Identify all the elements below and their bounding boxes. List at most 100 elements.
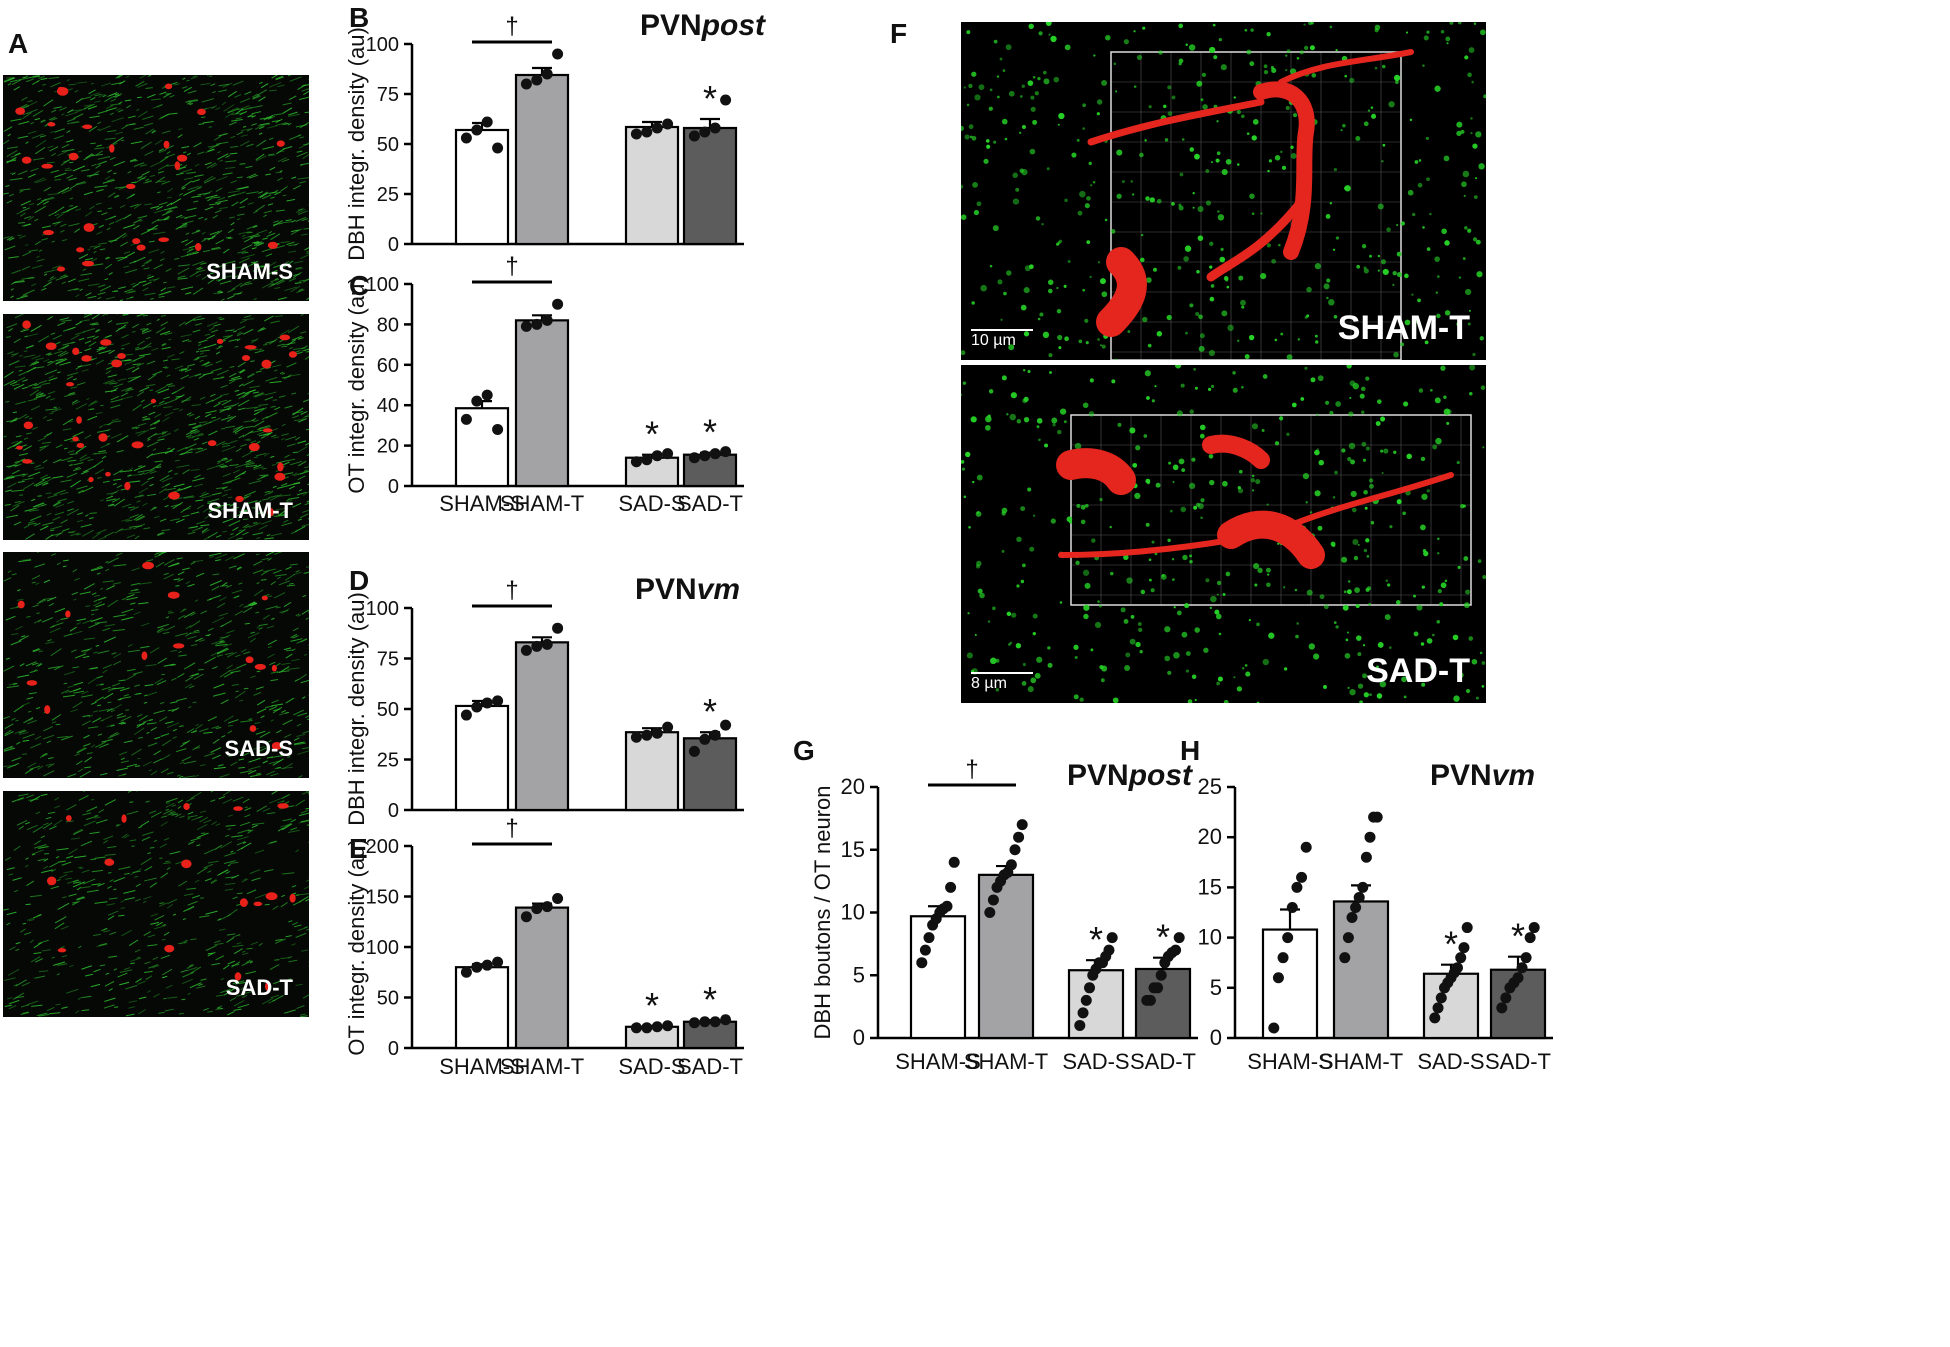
fiber bbox=[173, 83, 180, 86]
fiber bbox=[302, 278, 309, 283]
fiber bbox=[95, 150, 103, 156]
fiber bbox=[242, 380, 254, 387]
micrograph-image bbox=[3, 75, 309, 301]
fiber bbox=[213, 504, 219, 507]
bouton bbox=[1393, 74, 1401, 82]
bouton bbox=[1198, 314, 1203, 320]
fiber bbox=[240, 443, 247, 448]
fiber bbox=[276, 670, 290, 673]
y-tick-label: 25 bbox=[377, 184, 399, 206]
fiber bbox=[41, 869, 54, 874]
fiber bbox=[45, 492, 52, 495]
fiber bbox=[60, 209, 69, 214]
fiber bbox=[15, 979, 27, 987]
bouton bbox=[1361, 441, 1367, 447]
fiber bbox=[112, 136, 124, 145]
neuron bbox=[111, 359, 123, 368]
fiber bbox=[189, 620, 201, 629]
bouton bbox=[1147, 343, 1152, 348]
fiber bbox=[219, 206, 228, 210]
fiber bbox=[74, 753, 81, 756]
fiber bbox=[131, 375, 141, 381]
fiber bbox=[161, 180, 171, 185]
fiber bbox=[259, 424, 270, 430]
fiber bbox=[99, 743, 109, 749]
fiber bbox=[113, 888, 117, 891]
bouton bbox=[1376, 399, 1382, 404]
fiber bbox=[166, 374, 171, 378]
bouton bbox=[1045, 22, 1052, 26]
fiber bbox=[206, 162, 217, 169]
fiber bbox=[286, 443, 296, 447]
fiber bbox=[243, 315, 252, 318]
bouton bbox=[967, 612, 970, 615]
fiber bbox=[292, 415, 300, 419]
fiber bbox=[67, 326, 76, 331]
neuron bbox=[267, 241, 278, 249]
fiber bbox=[102, 94, 107, 98]
fiber bbox=[34, 118, 41, 121]
fiber bbox=[97, 882, 105, 887]
fiber bbox=[104, 96, 113, 103]
bouton bbox=[1356, 264, 1361, 269]
fiber bbox=[144, 417, 150, 420]
data-point bbox=[641, 126, 653, 138]
fiber bbox=[43, 99, 54, 107]
fiber bbox=[252, 268, 258, 272]
bouton bbox=[1136, 54, 1143, 60]
bouton bbox=[1379, 680, 1387, 688]
fiber bbox=[156, 205, 163, 211]
data-point bbox=[1013, 831, 1025, 843]
bouton bbox=[1369, 483, 1374, 489]
fiber bbox=[155, 176, 165, 184]
fiber bbox=[200, 82, 211, 86]
fiber bbox=[108, 897, 118, 900]
fiber bbox=[20, 458, 26, 461]
fiber bbox=[121, 334, 129, 339]
fiber bbox=[107, 421, 113, 426]
fiber bbox=[208, 326, 215, 331]
fiber bbox=[192, 560, 204, 563]
fiber bbox=[115, 217, 124, 223]
fiber bbox=[59, 317, 70, 321]
bouton bbox=[1009, 413, 1016, 421]
fiber bbox=[276, 576, 281, 580]
bouton bbox=[968, 525, 971, 529]
fiber bbox=[12, 992, 25, 1000]
fiber bbox=[186, 797, 195, 802]
fiber bbox=[289, 76, 302, 82]
fiber bbox=[28, 692, 37, 695]
bouton bbox=[1285, 69, 1288, 72]
category-label: SHAM-T bbox=[964, 1049, 1048, 1074]
fiber bbox=[38, 75, 45, 79]
bouton bbox=[1064, 198, 1068, 203]
bouton bbox=[1138, 627, 1143, 633]
bouton bbox=[1267, 573, 1270, 576]
bouton bbox=[1130, 615, 1135, 619]
fiber bbox=[77, 512, 84, 515]
fiber bbox=[233, 191, 246, 197]
chart-title-italic: post bbox=[1128, 759, 1194, 792]
fiber bbox=[218, 132, 228, 137]
fiber bbox=[229, 997, 237, 1002]
fiber bbox=[26, 366, 37, 373]
fiber bbox=[151, 347, 159, 351]
fiber bbox=[300, 331, 307, 334]
fiber bbox=[219, 869, 229, 875]
fiber bbox=[17, 234, 22, 237]
fiber bbox=[195, 269, 206, 273]
fiber bbox=[255, 553, 260, 556]
fiber bbox=[24, 768, 34, 774]
fiber bbox=[215, 643, 228, 647]
fiber bbox=[35, 391, 42, 396]
bouton bbox=[1388, 646, 1392, 649]
fiber bbox=[54, 797, 60, 801]
fiber bbox=[121, 503, 132, 508]
data-point bbox=[1520, 952, 1532, 964]
fiber bbox=[247, 373, 256, 379]
neuron bbox=[46, 876, 57, 886]
fiber bbox=[137, 980, 146, 985]
fiber bbox=[236, 537, 243, 540]
fiber bbox=[291, 176, 297, 179]
fiber bbox=[143, 122, 154, 127]
